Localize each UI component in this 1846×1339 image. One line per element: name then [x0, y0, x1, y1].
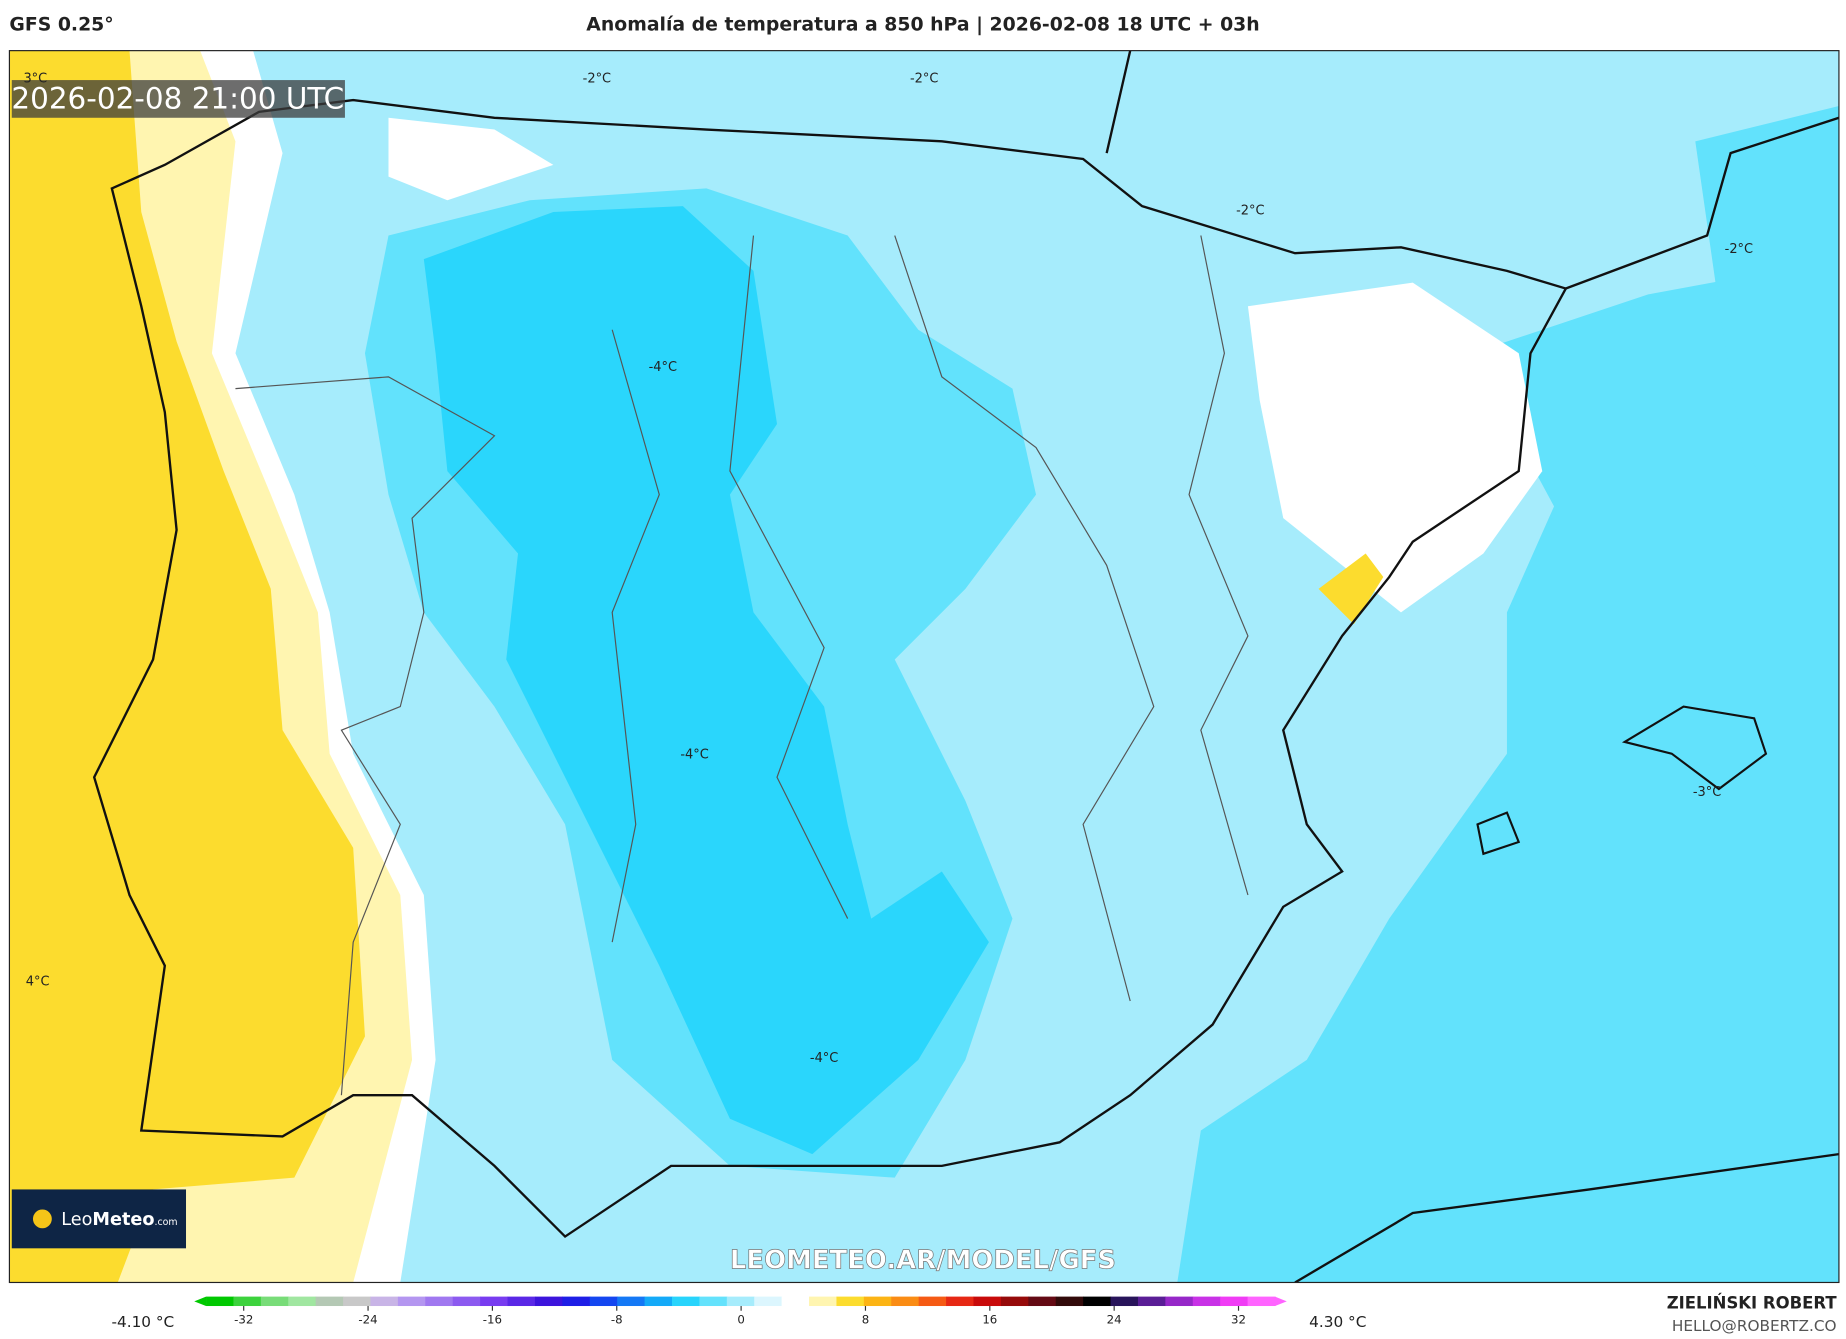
- coastline: [92, 98, 1568, 1239]
- colorbar-step: [1165, 1296, 1194, 1307]
- colorbar-tick-label: 24: [1107, 1313, 1122, 1327]
- contour-label: -4°C: [680, 747, 708, 762]
- colorbar-step: [260, 1296, 289, 1307]
- colorbar-step: [1220, 1296, 1249, 1307]
- map-frame: [8, 50, 1840, 1284]
- field-white-east: [1247, 282, 1543, 613]
- timestamp-box: [11, 80, 345, 118]
- colorbar-tick-label: 16: [982, 1313, 997, 1327]
- colorbar-step: [1110, 1296, 1139, 1307]
- colorbar-step: [891, 1296, 920, 1307]
- colorbar-step: [397, 1296, 426, 1307]
- colorbar-step: [918, 1296, 947, 1307]
- colorbar-step: [671, 1296, 700, 1307]
- colorbar-arrow-left: [194, 1296, 207, 1307]
- colorbar-step: [288, 1296, 317, 1307]
- colorbar-step: [726, 1296, 755, 1307]
- colorbar-step: [781, 1296, 810, 1307]
- colorbar-tick-label: 32: [1231, 1313, 1246, 1327]
- coastline-other: [1105, 50, 1839, 1283]
- colorbar-tick-label: 0: [737, 1313, 744, 1327]
- colorbar-tick-label: 8: [862, 1313, 869, 1327]
- contour-label: -2°C: [910, 71, 938, 86]
- field-deep: [423, 206, 989, 1155]
- colorbar-tick-label: -32: [234, 1313, 253, 1327]
- colorbar-step: [589, 1296, 618, 1307]
- colorbar: -32 -24 -16 -8 0 8 16 24 32: [194, 1296, 1287, 1327]
- colorbar-step: [1055, 1296, 1084, 1307]
- colorbar-step: [562, 1296, 591, 1307]
- map-title: Anomalía de temperatura a 850 hPa | 2026…: [586, 15, 1259, 36]
- colorbar-step: [343, 1296, 372, 1307]
- colorbar-step: [507, 1296, 536, 1307]
- colorbar-step: [425, 1296, 454, 1307]
- logo-leo: Leo: [61, 1210, 92, 1230]
- logo-meteo: Meteo: [92, 1210, 154, 1230]
- contour-label: 3°C: [23, 71, 47, 86]
- colorbar-step: [1000, 1296, 1029, 1307]
- colorbar-max: 4.30 °C: [1309, 1313, 1366, 1331]
- colorbar-tick-label: -24: [358, 1313, 377, 1327]
- logo: LeoMeteo.com: [61, 1210, 177, 1230]
- contour-label: 4°C: [26, 975, 50, 990]
- logo-sun: [32, 1209, 52, 1229]
- colorbar-tick-label: -8: [611, 1313, 623, 1327]
- colorbar-step: [644, 1296, 673, 1307]
- colorbar-step: [1028, 1296, 1057, 1307]
- colorbar-step: [452, 1296, 481, 1307]
- colorbar-min: -4.10 °C: [111, 1313, 174, 1331]
- model-name: GFS 0.25°: [9, 15, 113, 36]
- logo-suffix: .com: [155, 1217, 178, 1228]
- credit-email: HELLO@ROBERTZ.CO: [1672, 1317, 1837, 1335]
- contour-label: -3°C: [1693, 785, 1721, 800]
- field-east: [1695, 105, 1839, 589]
- timestamp: 2026-02-08 21:00 UTC: [11, 81, 344, 115]
- islands: [1476, 705, 1768, 856]
- colorbar-step: [863, 1296, 892, 1307]
- contour-label: -2°C: [1725, 242, 1753, 257]
- region-borders: [235, 235, 1249, 1096]
- colorbar-step: [480, 1296, 509, 1307]
- colorbar-step: [617, 1296, 646, 1307]
- colorbar-arrow-right: [1275, 1296, 1287, 1307]
- colorbar-step: [1247, 1296, 1276, 1307]
- colorbar-step: [946, 1296, 975, 1307]
- colorbar-step: [754, 1296, 783, 1307]
- contour-label: -4°C: [810, 1051, 838, 1066]
- colorbar-step: [1083, 1296, 1112, 1307]
- watermark: LEOMETEO.AR/MODEL/GFS: [730, 1245, 1116, 1275]
- colorbar-step: [315, 1296, 344, 1307]
- contour-label: -2°C: [583, 71, 611, 86]
- colorbar-step: [699, 1296, 728, 1307]
- colorbar-step: [370, 1296, 399, 1307]
- colorbar-step: [973, 1296, 1002, 1307]
- field-white-north: [388, 117, 554, 201]
- field-yellow: [9, 50, 365, 1283]
- colorbar-step: [1192, 1296, 1221, 1307]
- contour-label: -4°C: [649, 360, 677, 375]
- map: 2026-02-08 21:00 UTC -2°C -2°C -2°C -2°C -4°…: [8, 50, 1840, 1284]
- colorbar-step: [809, 1296, 838, 1307]
- colorbar-step: [534, 1296, 563, 1307]
- colorbar-step: [233, 1296, 262, 1307]
- contour-label: -2°C: [1236, 203, 1264, 218]
- credit-author: ZIELIŃSKI ROBERT: [1667, 1293, 1838, 1312]
- field-yellow-spot: [1318, 553, 1384, 625]
- colorbar-step: [206, 1296, 235, 1307]
- colorbar-step: [836, 1296, 865, 1307]
- colorbar-step: [1137, 1296, 1166, 1307]
- field-sea: [1177, 259, 1839, 1283]
- colorbar-tick-label: -16: [483, 1313, 502, 1327]
